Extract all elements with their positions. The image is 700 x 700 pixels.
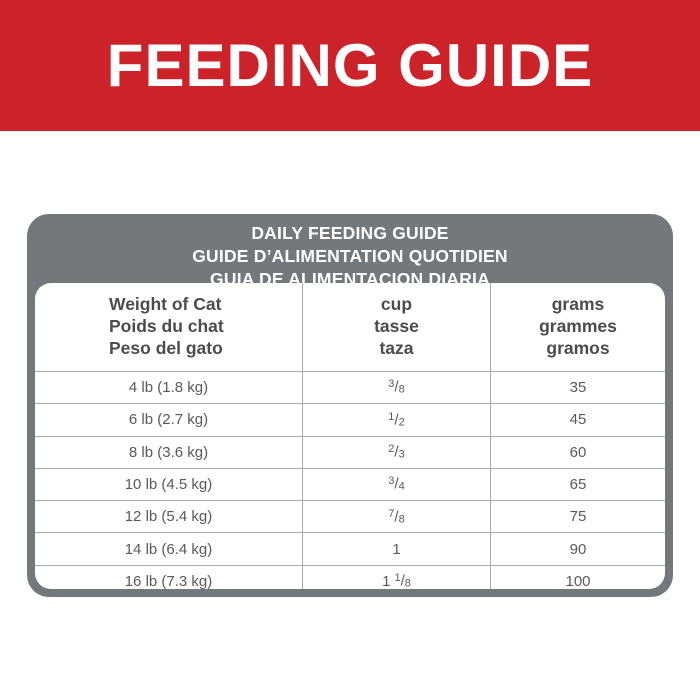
cell-weight: 6 lb (2.7 kg) [128, 411, 209, 429]
cell-grams: 60 [490, 436, 665, 468]
cup-fraction: 3/4 [388, 476, 404, 492]
column-header-cup: cup tasse taza [302, 283, 490, 371]
cup-numerator: 1 [394, 572, 401, 585]
cup-denominator: 8 [404, 577, 411, 589]
column-header-weight-en: Weight of Cat [109, 294, 222, 315]
fraction-slash-icon: / [394, 508, 399, 526]
table-row: 14 lb (6.4 kg) 1 90 [35, 532, 665, 565]
cup-fraction: 1/8 [394, 573, 410, 589]
column-header-cup-fr: tasse [374, 316, 419, 337]
cup-fraction: 1/2 [388, 410, 405, 429]
fraction-slash-icon: / [394, 379, 399, 397]
cup-fraction: 2/3 [388, 444, 404, 460]
table-row: 12 lb (5.4 kg) 7/8 75 [35, 500, 665, 533]
cup-fraction: 3/8 [388, 379, 404, 395]
table-title-line-fr: GUIDE D’ALIMENTATION QUOTIDIEN [192, 245, 508, 266]
cell-weight: 8 lb (3.6 kg) [128, 443, 209, 461]
column-header-grams-fr: grammes [539, 316, 617, 337]
cup-whole: 1 [382, 572, 391, 589]
cell-grams: 75 [490, 501, 665, 533]
cup-denominator: 4 [398, 480, 405, 493]
cup-denominator: 2 [398, 416, 405, 429]
column-header-cup-es: taza [379, 337, 414, 358]
cup-numerator: 3 [388, 475, 395, 488]
column-header-grams-es: gramos [546, 337, 610, 358]
table-title-line-en: DAILY FEEDING GUIDE [251, 223, 449, 243]
page-title: FEEDING GUIDE [106, 31, 594, 99]
column-header-weight-fr: Poids du chat [109, 316, 224, 337]
table-row: 16 lb (7.3 kg) 1 1/8 100 [35, 564, 665, 589]
column-header-grams: grams grammes gramos [490, 283, 665, 371]
fraction-slash-icon: / [394, 411, 399, 429]
cell-cup: 1 1/8 [302, 565, 490, 589]
cell-weight: 10 lb (4.5 kg) [124, 476, 213, 494]
cell-grams: 100 [490, 565, 665, 589]
fraction-slash-icon: / [394, 443, 399, 461]
cell-grams: 45 [490, 404, 665, 436]
cell-cup: 1/2 [302, 404, 490, 436]
cup-numerator: 1 [388, 410, 395, 423]
table-row: 8 lb (3.6 kg) 2/3 60 [35, 435, 665, 468]
column-header-weight: Weight of Cat Poids du chat Peso del gat… [35, 283, 302, 371]
cup-numerator: 3 [388, 378, 395, 391]
fraction-slash-icon: / [400, 572, 405, 589]
feeding-guide-table-card: DAILY FEEDING GUIDE GUIDE D’ALIMENTATION… [27, 214, 673, 597]
table-row: 6 lb (2.7 kg) 1/2 45 [35, 403, 665, 436]
cup-whole: 1 [392, 540, 401, 558]
cup-numerator: 7 [388, 507, 395, 520]
page-banner: FEEDING GUIDE [0, 0, 700, 131]
table-row: 4 lb (1.8 kg) 3/8 35 [35, 371, 665, 404]
cell-weight: 4 lb (1.8 kg) [128, 379, 209, 397]
cup-denominator: 8 [398, 513, 405, 526]
cup-fraction: 7/8 [388, 507, 405, 526]
cell-grams: 65 [490, 468, 665, 501]
feeding-guide-table: Weight of Cat Poids du chat Peso del gat… [35, 283, 665, 589]
column-header-cup-en: cup [380, 294, 413, 315]
cell-cup: 3/8 [302, 372, 490, 404]
cell-cup: 7/8 [302, 501, 490, 533]
cell-cup: 3/4 [302, 468, 490, 501]
cell-grams: 90 [490, 533, 665, 565]
column-header-weight-es: Peso del gato [109, 337, 223, 358]
cell-weight: 16 lb (7.3 kg) [124, 572, 213, 589]
table-header-row: Weight of Cat Poids du chat Peso del gat… [35, 283, 665, 371]
cell-cup: 1 [302, 533, 490, 565]
cell-grams: 35 [490, 372, 665, 404]
column-header-grams-en: grams [551, 294, 605, 315]
cup-denominator: 3 [398, 448, 405, 461]
cell-weight: 12 lb (5.4 kg) [124, 508, 213, 526]
cup-numerator: 2 [388, 443, 395, 455]
cell-weight: 14 lb (6.4 kg) [124, 540, 213, 558]
fraction-slash-icon: / [394, 475, 399, 493]
table-row: 10 lb (4.5 kg) 3/4 65 [35, 467, 665, 501]
table-title: DAILY FEEDING GUIDE GUIDE D’ALIMENTATION… [27, 214, 673, 291]
cell-cup: 2/3 [302, 436, 490, 468]
cup-denominator: 8 [398, 383, 405, 396]
